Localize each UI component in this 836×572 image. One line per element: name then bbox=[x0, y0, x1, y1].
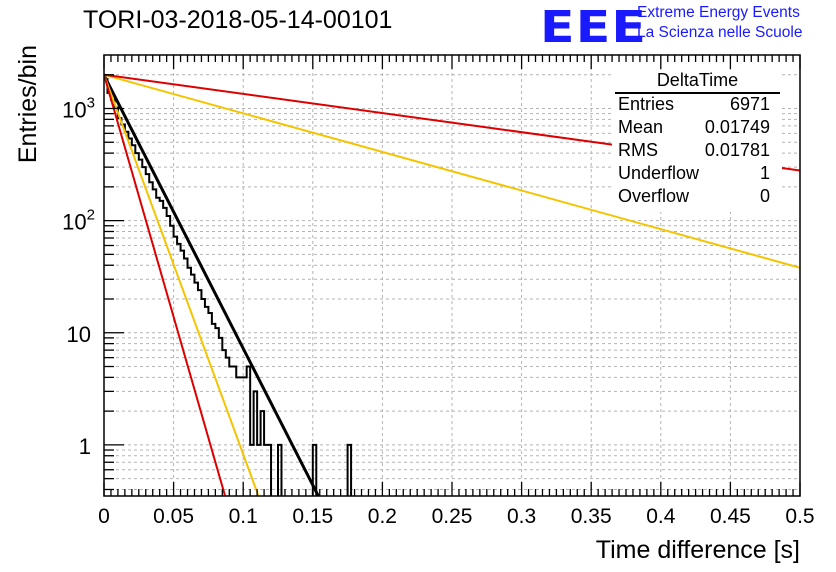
x-tick-label: 0.4 bbox=[646, 505, 676, 528]
series-line-fit bbox=[104, 74, 320, 496]
y-tick-label: 103 bbox=[62, 94, 95, 122]
y-tick-label: 1 bbox=[79, 434, 91, 459]
x-tick-label: 0.15 bbox=[292, 505, 333, 528]
series-line-band_inner_shallow bbox=[104, 73, 800, 269]
series-line-band_outer_steep bbox=[104, 74, 227, 496]
stats-value: 6971 bbox=[729, 94, 770, 114]
x-axis-title: Time difference [s] bbox=[596, 536, 800, 564]
stats-divider bbox=[615, 92, 780, 94]
y-tick-label: 10 bbox=[67, 322, 91, 347]
chart-title: TORI-03-2018-05-14-00101 bbox=[83, 6, 393, 34]
x-tick-label: 0.3 bbox=[507, 505, 536, 528]
stats-box: DeltaTime Entries 6971 Mean 0.01749 RMS … bbox=[610, 70, 780, 206]
stats-key: RMS bbox=[618, 140, 658, 160]
stats-title: DeltaTime bbox=[656, 70, 739, 90]
stats-key: Underflow bbox=[618, 163, 700, 183]
x-tick-label: 0.2 bbox=[368, 505, 397, 528]
logo-line-1: Extreme Energy Events bbox=[637, 4, 800, 21]
x-tick-label: 0 bbox=[98, 505, 110, 528]
stats-key: Overflow bbox=[618, 186, 690, 206]
x-tick-label: 0.5 bbox=[785, 505, 814, 528]
logo-line-2: La Scienza nelle Scuole bbox=[637, 24, 803, 41]
stats-key: Entries bbox=[618, 94, 675, 114]
stats-value: 0 bbox=[759, 186, 770, 206]
series-line-band_inner_steep bbox=[104, 74, 260, 496]
y-axis-title: Entries/bin bbox=[14, 45, 42, 163]
stats-value: 0.01781 bbox=[704, 140, 770, 160]
stats-value: 1 bbox=[759, 163, 770, 183]
x-tick-label: 0.25 bbox=[432, 505, 473, 528]
histogram-bars bbox=[104, 78, 353, 496]
eee-logo: EEE bbox=[540, 2, 648, 53]
x-tick-label: 0.35 bbox=[571, 505, 612, 528]
y-tick-label: 102 bbox=[62, 207, 95, 235]
x-tick-label: 0.1 bbox=[229, 505, 258, 528]
x-tick-label: 0.05 bbox=[153, 505, 194, 528]
x-tick-label: 0.45 bbox=[710, 505, 751, 528]
stats-value: 0.01749 bbox=[704, 117, 770, 137]
stats-key: Mean bbox=[618, 117, 664, 137]
